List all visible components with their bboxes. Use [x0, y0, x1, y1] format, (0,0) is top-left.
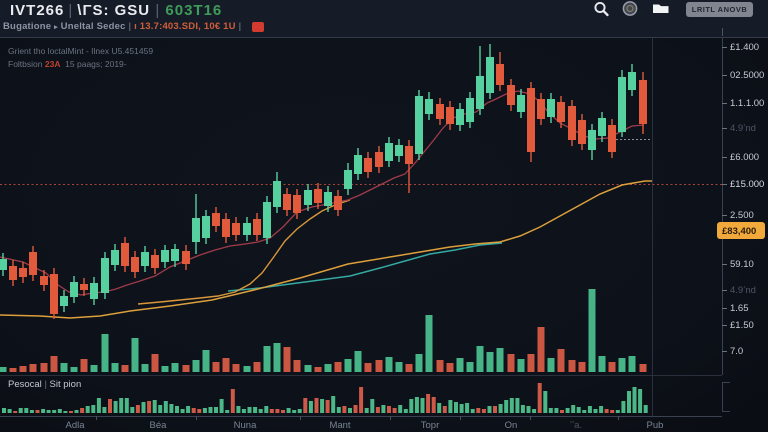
svg-text:£15.000: £15.000	[730, 179, 764, 190]
svg-text:Adla: Adla	[65, 420, 85, 431]
svg-text:Topr: Topr	[421, 420, 439, 431]
svg-text:1.1.1.00: 1.1.1.00	[730, 98, 764, 109]
svg-text:£83,400: £83,400	[722, 226, 756, 237]
svg-text:Nuna: Nuna	[234, 420, 257, 431]
svg-text:59.10: 59.10	[730, 259, 754, 270]
svg-text:4.9ʼnd: 4.9ʼnd	[730, 285, 756, 296]
svg-text:ʼʼa.: ʼʼa.	[570, 420, 582, 431]
svg-text:2.500: 2.500	[730, 210, 754, 221]
svg-text:£6.000: £6.000	[730, 152, 759, 163]
svg-text:Béa: Béa	[150, 420, 168, 431]
svg-text:On: On	[505, 420, 518, 431]
svg-text:7.0: 7.0	[730, 346, 743, 357]
svg-text:Mant: Mant	[329, 420, 350, 431]
svg-text:£1.50: £1.50	[730, 320, 754, 331]
svg-text:1.65: 1.65	[730, 303, 749, 314]
svg-text:02.5000: 02.5000	[730, 70, 764, 81]
svg-text:£1.400: £1.400	[730, 42, 759, 53]
svg-text:4.9ʼnd: 4.9ʼnd	[730, 123, 756, 134]
svg-text:Pub: Pub	[647, 420, 664, 431]
